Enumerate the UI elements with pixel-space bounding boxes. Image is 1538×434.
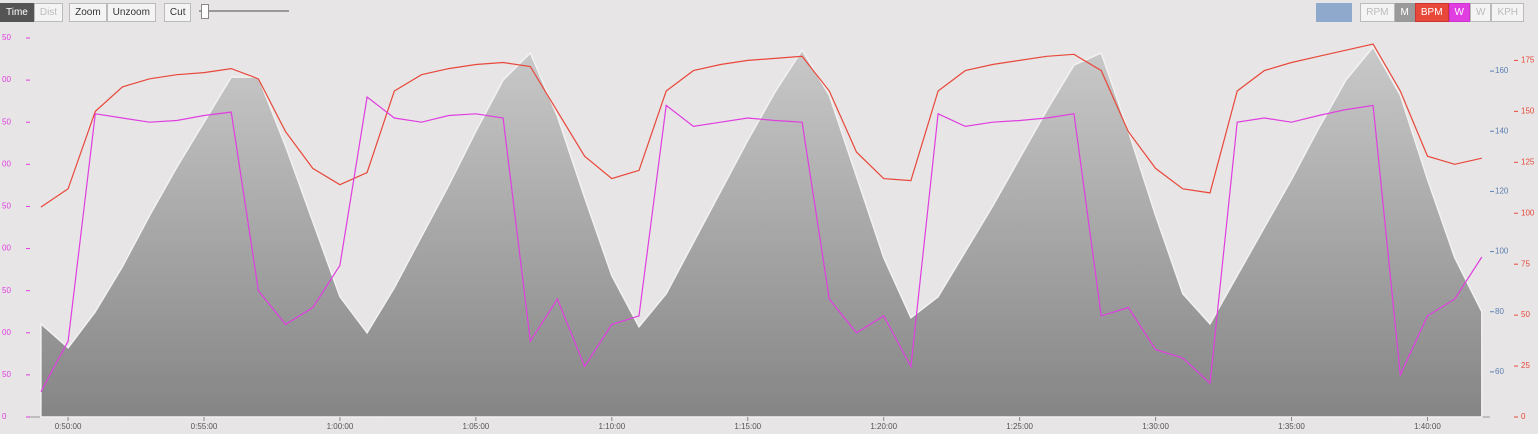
y3-tick-label: 100 [1495,247,1509,256]
toolbar-left: Time Dist Zoom Unzoom Cut [0,3,290,22]
y2-tick-label: 175 [1521,56,1535,65]
y-tick-label: 50 [2,117,11,126]
y-tick-label: 50 [2,33,11,42]
legend-heart-rate[interactable]: BPM [1414,3,1449,22]
y-tick-label: 50 [2,370,11,379]
y-tick-label: 50 [2,202,11,211]
x-tick-label: 1:40:00 [1414,422,1441,431]
x-tick-label: 1:35:00 [1278,422,1305,431]
y2-tick-label: 50 [1521,310,1530,319]
y2-tick-label: 125 [1521,157,1535,166]
y3-tick-label: 140 [1495,126,1509,135]
y2-tick-label: 75 [1521,259,1530,268]
y-tick-label: 00 [2,159,11,168]
speed-w-button[interactable]: W [1469,3,1492,22]
x-tick-label: 0:55:00 [191,422,218,431]
x-tick-label: 1:20:00 [870,422,897,431]
elevation-area [40,45,1483,418]
y-tick-label: 00 [2,244,11,253]
y2-tick-label: 0 [1521,412,1526,421]
y-tick-label: 00 [2,328,11,337]
toolbar-right: RPM M BPM W W KPH [1316,3,1524,22]
y3-tick-label: 60 [1495,367,1504,376]
x-tick-label: 1:15:00 [734,422,761,431]
time-button[interactable]: Time [0,3,34,22]
y3-tick-label: 80 [1495,307,1504,316]
y2-tick-label: 150 [1521,106,1535,115]
zoom-button[interactable]: Zoom [69,3,107,22]
heart-rate-line [40,43,1482,208]
rpm-button[interactable]: RPM [1360,3,1395,22]
cut-button[interactable]: Cut [163,3,192,22]
legend-elevation[interactable]: M [1394,3,1415,22]
x-tick-label: 1:25:00 [1006,422,1033,431]
legend-power[interactable]: W [1448,3,1470,22]
x-tick-label: 1:05:00 [463,422,490,431]
x-tick-label: 1:30:00 [1142,422,1169,431]
y3-tick-label: 160 [1495,66,1509,75]
dist-button[interactable]: Dist [33,3,64,22]
kph-button[interactable]: KPH [1491,3,1524,22]
y2-tick-label: 25 [1521,361,1530,370]
y-tick-label: 00 [2,75,11,84]
smoothing-slider[interactable] [199,3,290,20]
y-tick-label: 50 [2,286,11,295]
unzoom-button[interactable]: Unzoom [106,3,156,22]
power-line [40,95,1483,392]
x-tick-label: 0:50:00 [55,422,82,431]
x-tick-label: 1:00:00 [327,422,354,431]
x-tick-label: 1:10:00 [598,422,625,431]
chart-icon-button[interactable] [1316,3,1353,22]
y2-tick-label: 100 [1521,208,1535,217]
y-tick-label: 0 [2,412,7,421]
y3-tick-label: 120 [1495,187,1509,196]
